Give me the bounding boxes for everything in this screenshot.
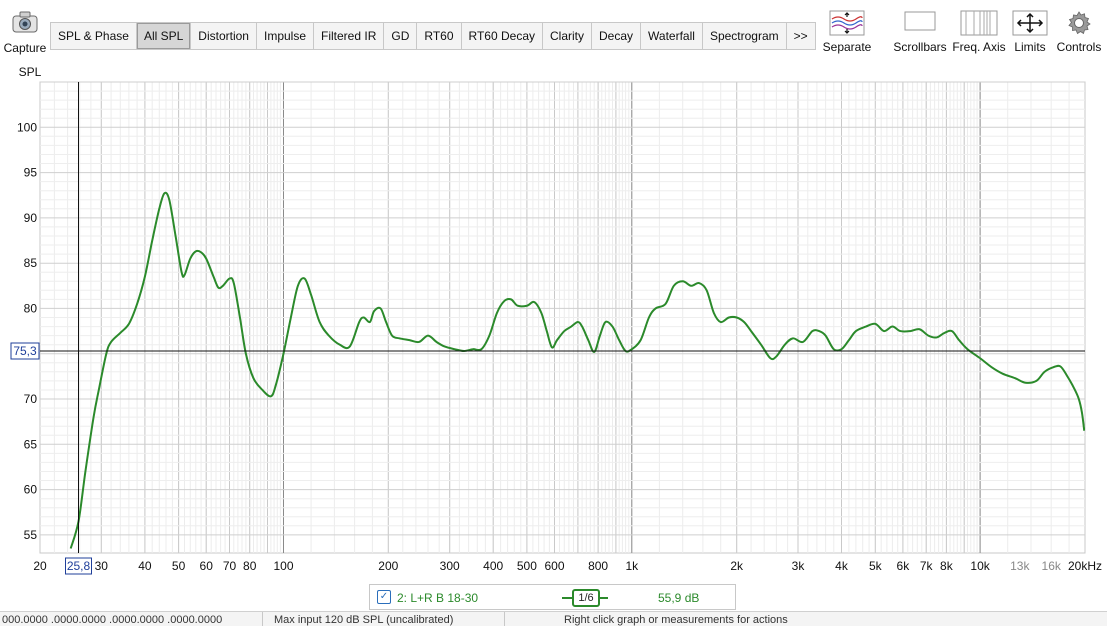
x-tick-label: 40	[138, 559, 152, 573]
limits-label: Limits	[1014, 40, 1046, 54]
x-tick-label: 20kHz	[1068, 559, 1102, 573]
cursor[interactable]: 75,3 25,8	[10, 82, 1085, 575]
tab-gd[interactable]: GD	[384, 23, 418, 49]
cursor-x-value: 25,8	[67, 559, 91, 573]
x-tick-label: 10k	[970, 559, 990, 573]
tab-clarity[interactable]: Clarity	[543, 23, 593, 49]
tab-more[interactable]: >>	[793, 29, 808, 43]
scrollbars-button[interactable]: Scrollbars	[892, 10, 948, 54]
measurement-name: 2: L+R B 18-30	[397, 591, 479, 605]
smoothing-value: 1/6	[572, 589, 600, 607]
controls-button[interactable]: Controls	[1054, 10, 1104, 54]
x-tick-label: 4k	[835, 559, 849, 573]
status-max-input: Max input 120 dB SPL (uncalibrated)	[274, 614, 454, 626]
grid	[39, 81, 1086, 554]
x-tick-label: 7k	[920, 559, 934, 573]
tab-distortion[interactable]: Distortion	[191, 23, 257, 49]
tab-all-spl[interactable]: All SPL	[136, 23, 192, 49]
separate-button[interactable]: Separate	[822, 10, 872, 54]
status-coords: 000.0000 .0000.0000 .0000.0000 .0000.000…	[2, 614, 223, 626]
separate-label: Separate	[822, 40, 872, 54]
tab-rt60-decay[interactable]: RT60 Decay	[462, 23, 543, 49]
y-tick-label: 100	[17, 120, 37, 134]
x-axis-ticks: 20 30 40 50 60 70 80 100 200 300 400 500 600 800 1k 2k 3…	[33, 559, 1102, 573]
x-tick-label: 400	[483, 559, 503, 573]
camera-icon	[2, 10, 48, 37]
cursor-y-value: 75,3	[13, 344, 37, 358]
y-tick-label: 60	[24, 483, 38, 497]
tab-decay[interactable]: Decay	[592, 23, 642, 49]
y-tick-label: 90	[24, 211, 38, 225]
y-tick-label: 65	[24, 437, 38, 451]
y-tick-label: 70	[24, 392, 38, 406]
x-tick-label: 100	[273, 559, 293, 573]
tab-impulse[interactable]: Impulse	[257, 23, 315, 49]
y-axis-label: SPL	[19, 65, 42, 79]
y-axis-ticks: 556065707580859095100	[17, 120, 37, 542]
x-tick-label: 200	[378, 559, 398, 573]
cursor-y-box	[10, 342, 40, 360]
x-tick-label: 3k	[792, 559, 806, 573]
measurement-legend: ✓ 2: L+R B 18-30 1/6 55,9 dB	[369, 584, 736, 610]
x-tick-label: 60	[200, 559, 214, 573]
tab-rt60[interactable]: RT60	[417, 23, 462, 49]
x-tick-label: 8k	[940, 559, 954, 573]
tab-filtered-ir[interactable]: Filtered IR	[314, 23, 385, 49]
series-group	[69, 191, 1085, 549]
x-tick-label: 50	[172, 559, 186, 573]
x-tick-label: 70	[223, 559, 237, 573]
y-tick-label: 85	[24, 256, 38, 270]
x-tick-label: 500	[517, 559, 537, 573]
series-line	[69, 191, 1085, 549]
y-tick-label: 95	[24, 166, 38, 180]
controls-label: Controls	[1056, 40, 1102, 54]
x-tick-label: 300	[440, 559, 460, 573]
x-tick-label: 30	[95, 559, 109, 573]
smoothing-control[interactable]: 1/6	[562, 589, 608, 607]
cursor-x-box	[65, 557, 92, 575]
tab-spl-phase[interactable]: SPL & Phase	[51, 23, 137, 49]
status-bar: 000.0000 .0000.0000 .0000.0000 .0000.000…	[0, 611, 1107, 626]
x-tick-label: 2k	[730, 559, 744, 573]
tab-spectrogram[interactable]: Spectrogram	[703, 23, 787, 49]
limits-button[interactable]: Limits	[1010, 10, 1050, 54]
status-separator	[504, 612, 505, 626]
scrollbars-icon	[892, 10, 948, 36]
y-tick-label: 80	[24, 301, 38, 315]
status-hint: Right click graph or measurements for ac…	[564, 614, 788, 626]
separate-icon	[822, 10, 872, 36]
freq-axis-label: Freq. Axis	[952, 40, 1006, 54]
freq-axis-icon	[951, 10, 1007, 36]
x-tick-label: 5k	[869, 559, 883, 573]
limits-icon	[1010, 10, 1050, 36]
tab-waterfall[interactable]: Waterfall	[641, 23, 703, 49]
x-tick-label: 600	[544, 559, 564, 573]
x-tick-label: 13k	[1010, 559, 1030, 573]
x-tick-label: 800	[588, 559, 608, 573]
capture-button[interactable]: Capture	[2, 10, 48, 55]
x-tick-label: 6k	[897, 559, 911, 573]
x-tick-label: 80	[243, 559, 257, 573]
x-tick-label: 20	[33, 559, 47, 573]
spl-graph[interactable]: 556065707580859095100 203040506070801002…	[0, 60, 1107, 580]
measurement-checkbox[interactable]: ✓	[377, 590, 391, 604]
x-tick-label: 16k	[1042, 559, 1062, 573]
capture-label: Capture	[3, 41, 47, 55]
measurement-level: 55,9 dB	[658, 591, 700, 605]
y-tick-label: 55	[24, 528, 38, 542]
gear-icon	[1054, 10, 1104, 36]
view-tabs: SPL & Phase All SPL Distortion Impulse F…	[50, 22, 816, 50]
x-tick-label: 1k	[625, 559, 639, 573]
status-separator	[262, 612, 263, 626]
scrollbars-label: Scrollbars	[893, 40, 947, 54]
freq-axis-button[interactable]: Freq. Axis	[951, 10, 1007, 54]
